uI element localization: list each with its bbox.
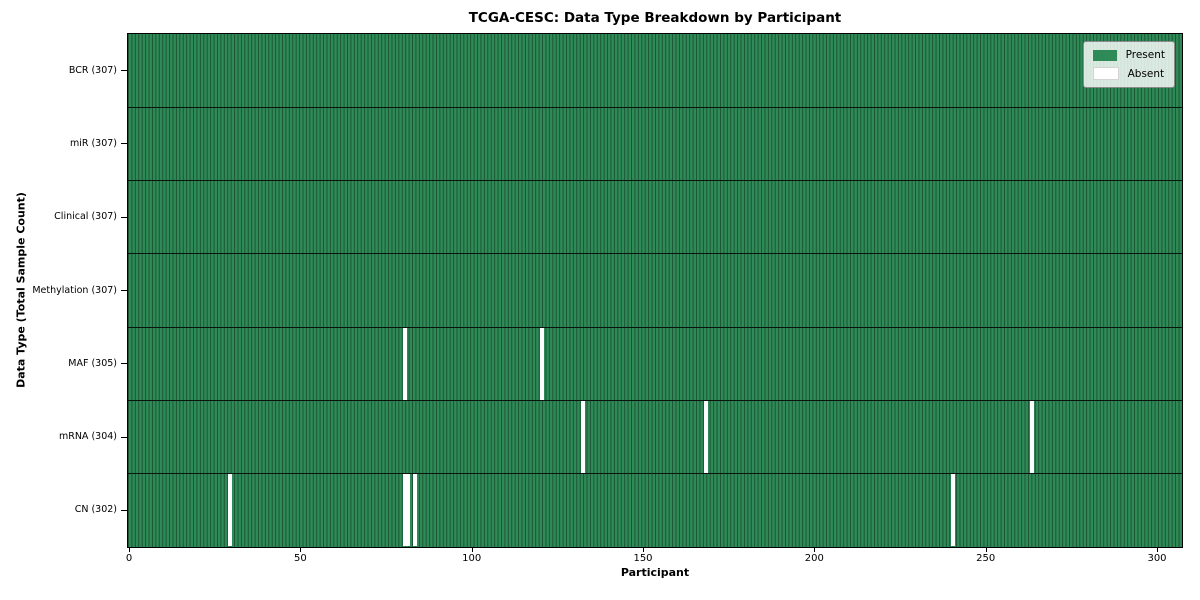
absent-cell-marker — [704, 400, 709, 474]
legend-item-present: Present — [1092, 49, 1165, 61]
row-separator — [128, 180, 1182, 182]
legend-item-absent: Absent — [1092, 67, 1165, 80]
y-tick — [121, 70, 127, 72]
x-tick — [643, 548, 644, 552]
absent-cell-marker — [539, 327, 544, 400]
absent-cell-marker — [406, 474, 411, 547]
legend: Present Absent — [1082, 41, 1175, 88]
x-tick — [129, 548, 130, 552]
present-swatch-icon — [1092, 49, 1117, 61]
x-tick-label: 0 — [125, 553, 133, 564]
x-tick — [471, 548, 473, 552]
y-tick-label: mRNA (304) — [58, 431, 117, 443]
x-tick — [1157, 548, 1158, 552]
y-tick-label: Clinical (307) — [54, 211, 117, 223]
y-tick-label: BCR (307) — [68, 64, 117, 76]
y-tick-label: Methylation (307) — [32, 284, 117, 296]
absent-swatch-icon — [1092, 67, 1119, 80]
y-tick-label: miR (307) — [69, 137, 117, 149]
y-tick — [121, 436, 127, 438]
row-separator — [128, 253, 1182, 255]
x-tick — [814, 548, 816, 552]
row-separator — [128, 326, 1182, 328]
absent-cell-marker — [581, 400, 586, 474]
y-tick-label: MAF (305) — [68, 357, 117, 369]
y-tick — [121, 290, 127, 291]
row-separator — [128, 399, 1182, 401]
absent-cell-marker — [228, 474, 233, 547]
y-tick — [121, 216, 127, 218]
row-separator — [128, 473, 1182, 475]
absent-cell-marker — [1029, 400, 1034, 474]
absent-cell-marker — [402, 327, 407, 400]
x-tick-label: 300 — [1147, 553, 1167, 564]
chart-title: TCGA-CESC: Data Type Breakdown by Partic… — [468, 10, 842, 26]
row-separator — [128, 106, 1182, 108]
x-tick-label: 50 — [293, 553, 307, 564]
x-tick — [985, 548, 987, 552]
absent-cell-marker — [951, 474, 956, 547]
legend-label-absent: Absent — [1127, 67, 1165, 80]
plot-area: Present Absent — [127, 33, 1183, 548]
absent-cell-marker — [413, 474, 418, 547]
y-tick — [121, 363, 127, 365]
x-tick — [300, 548, 302, 552]
y-tick-label: CN (302) — [74, 504, 117, 516]
x-tick-label: 200 — [804, 553, 824, 564]
absent-cell-marker — [402, 474, 407, 547]
x-tick-label: 100 — [462, 553, 482, 564]
x-tick-label: 250 — [976, 553, 996, 564]
x-axis-label: Participant — [620, 566, 690, 579]
legend-label-present: Present — [1125, 49, 1165, 61]
y-tick — [121, 143, 127, 145]
x-tick-label: 150 — [633, 553, 653, 564]
y-tick — [121, 509, 127, 511]
